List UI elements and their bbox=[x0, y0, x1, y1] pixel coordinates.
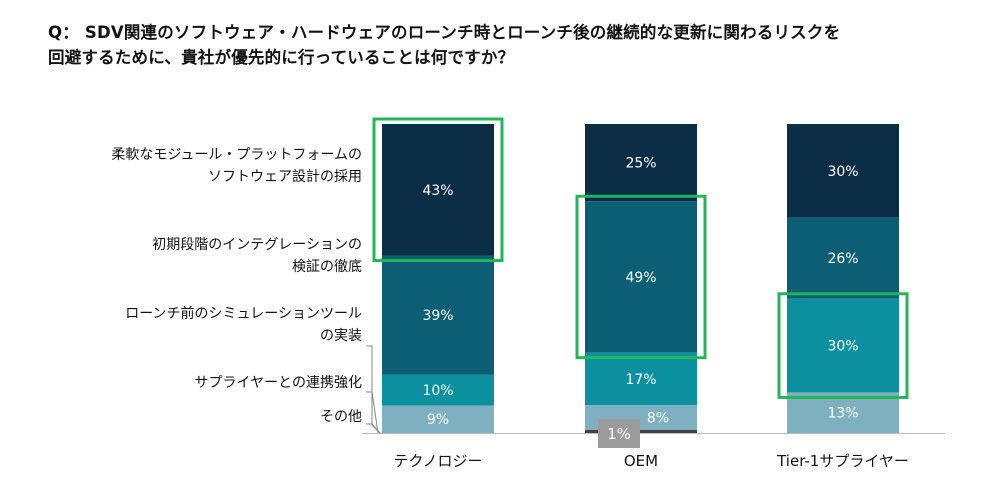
x-tick-label: OEM bbox=[624, 452, 658, 470]
question-line-1: Q： SDV関連のソフトウェア・ハードウェアのローンチ時とローンチ後の継続的な更… bbox=[48, 23, 841, 42]
data-label: 1% bbox=[607, 425, 631, 443]
data-label: 17% bbox=[625, 372, 656, 388]
data-label: 8% bbox=[647, 411, 669, 427]
data-label: 39% bbox=[422, 308, 453, 324]
bar-segment-0-0 bbox=[382, 124, 494, 256]
highlight-box bbox=[777, 292, 909, 399]
data-label: 30% bbox=[827, 164, 858, 180]
bar-segment-1-1 bbox=[585, 201, 697, 353]
leader-line bbox=[366, 345, 381, 434]
data-label: 25% bbox=[625, 156, 656, 172]
bar-segment-0-4 bbox=[382, 405, 494, 433]
data-label: 49% bbox=[625, 270, 656, 286]
legend-label: 柔軟なモジュール・プラットフォームの bbox=[111, 147, 362, 163]
data-label: 13% bbox=[827, 406, 858, 422]
bar-segment-2-0 bbox=[787, 124, 899, 218]
data-label: 30% bbox=[827, 339, 858, 355]
highlight-box bbox=[372, 117, 504, 263]
bar-segment-1-5 bbox=[585, 429, 697, 433]
bar-segment-1-2 bbox=[585, 352, 697, 406]
x-tick-label: テクノロジー bbox=[393, 452, 482, 470]
bar-segment-0-2 bbox=[382, 374, 494, 406]
legend-label: 初期段階のインテグレーションの bbox=[152, 236, 362, 253]
legend-label: サプライヤーとの連携強化 bbox=[195, 375, 362, 391]
data-label: 43% bbox=[422, 183, 453, 199]
callout-box bbox=[598, 419, 640, 448]
bar-segment-2-4 bbox=[787, 392, 899, 433]
leader-line bbox=[366, 423, 381, 434]
data-label: 26% bbox=[827, 251, 858, 267]
chart-title: Q： SDV関連のソフトウェア・ハードウェアのローンチ時とローンチ後の継続的な更… bbox=[48, 20, 978, 70]
bar-segment-2-1 bbox=[787, 217, 899, 299]
highlight-box bbox=[575, 194, 707, 360]
legend-label: ローンチ前のシミュレーションツール bbox=[125, 305, 362, 322]
question-line-2: 回避するために、貴社が優先的に行っていることは何ですか？ bbox=[48, 48, 515, 67]
data-label: 10% bbox=[422, 383, 453, 399]
x-tick-label: Tier-1サプライヤー bbox=[776, 452, 909, 470]
data-label: 9% bbox=[427, 412, 449, 428]
bar-segment-1-0 bbox=[585, 124, 697, 202]
leader-line bbox=[366, 391, 379, 434]
bar-segment-0-1 bbox=[382, 255, 494, 375]
legend-label: 検証の徹底 bbox=[292, 259, 362, 275]
legend-label: ソフトウェア設計の採用 bbox=[208, 169, 362, 185]
bar-segment-2-2 bbox=[787, 298, 899, 393]
legend-label: の実装 bbox=[320, 328, 362, 344]
legend-label: その他 bbox=[320, 409, 362, 425]
